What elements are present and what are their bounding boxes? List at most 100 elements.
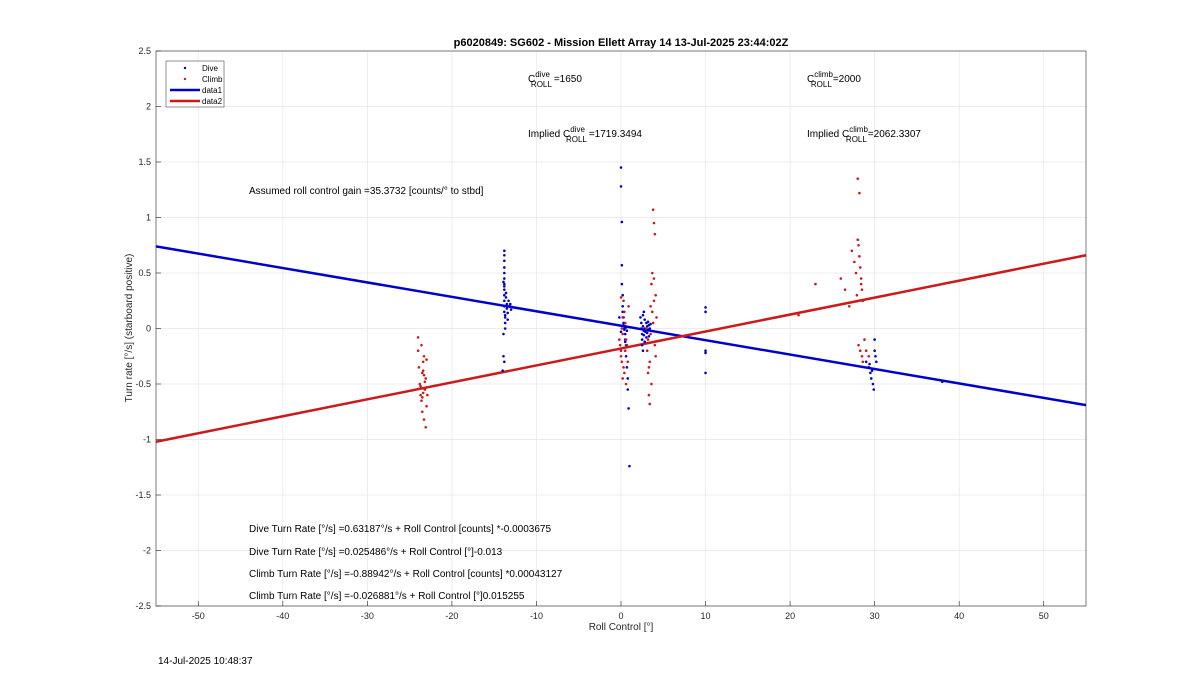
point-dive [870,369,874,372]
point-dive [642,310,646,314]
point-climb [626,360,630,364]
point-dive [625,366,629,369]
y-tick-label: -2.5 [135,601,151,611]
point-climb [624,338,628,341]
implied-climb-value: =2062.3307 [868,129,922,140]
point-dive [503,316,507,319]
point-dive [503,249,506,253]
point-climb [654,293,657,297]
implied-dive-value: =1719.3494 [589,129,643,140]
point-climb [856,177,860,180]
point-climb [855,293,859,297]
point-climb [619,354,623,358]
point-dive [704,306,707,309]
point-dive [645,336,648,339]
point-dive [641,349,645,353]
x-tick-label: 50 [1039,611,1049,621]
point-climb [647,366,651,369]
point-climb [421,410,424,414]
point-climb [843,288,847,291]
legend-dive-label: Dive [202,64,219,73]
y-tick-label: 0.5 [138,268,151,278]
point-dive [504,291,508,295]
point-climb [649,305,652,308]
legend: Dive Climb data1 data2 [165,60,225,108]
point-climb [652,221,656,225]
point-climb [417,366,421,369]
point-dive [648,327,652,330]
point-climb [627,305,630,308]
point-climb [421,391,425,395]
fit-lines [155,245,1087,443]
point-climb [623,349,627,353]
y-tick-label: -0.5 [135,379,151,389]
implied-c-roll-climb-annotation: Implied Cclimb ROLL=2062.3307 [807,125,921,144]
point-climb [618,343,622,347]
point-dive [626,377,630,380]
point-climb [651,321,655,325]
point-climb [420,399,423,402]
fit-line-data1 [155,245,1087,407]
point-dive [864,360,868,364]
point-climb [623,310,626,314]
x-tick-label: -50 [192,611,205,621]
point-dive [503,259,506,263]
point-climb [422,418,426,421]
c-dive-value: =1650 [554,74,583,85]
point-dive [643,318,646,321]
point-dive [505,307,509,310]
point-dive [627,407,630,410]
point-climb [853,260,856,264]
point-dive [623,332,627,336]
point-climb [861,360,865,364]
point-climb [861,299,865,303]
c-roll-climb-annotation: Cclimb ROLL=2000 [807,70,861,89]
point-dive [874,354,877,358]
point-dive [508,302,512,306]
point-climb [856,238,860,241]
point-dive [940,380,944,384]
point-climb [424,425,428,429]
point-dive [869,377,873,380]
legend-data1-label: data1 [202,86,223,95]
legend-box [165,60,225,108]
point-dive [643,340,646,344]
equation-dive-degrees: Dive Turn Rate [°/s] =0.025486°/s + Roll… [249,547,503,558]
point-dive [619,185,623,188]
point-climb [847,305,851,308]
point-climb [650,282,653,286]
y-tick-label: -2 [143,546,151,556]
scatter-points [416,166,944,468]
point-dive [620,282,624,286]
y-tick-label: 2.5 [138,46,151,56]
point-dive [704,351,707,355]
point-dive [622,323,625,327]
print-timestamp: 14-Jul-2025 10:48:37 [158,656,253,667]
point-dive [704,349,707,353]
point-climb [651,208,655,212]
point-climb [423,388,427,391]
point-dive [872,388,876,391]
point-climb [858,191,861,195]
y-axis-ticks: -2.5 -2 -1.5 -1 -0.5 0 0.5 1 1.5 2 2.5 [135,46,161,611]
point-dive [506,318,510,321]
point-dive [503,293,506,297]
point-climb [646,371,650,375]
point-dive [620,263,624,267]
point-dive [502,280,505,284]
point-climb [622,299,625,303]
y-tick-label: 1 [146,213,151,223]
point-dive [867,366,871,369]
point-climb [424,377,428,380]
c-climb-sub: ROLL [811,80,832,89]
point-climb [622,366,625,369]
point-climb [621,377,624,380]
point-dive [645,331,649,335]
y-tick-label: 0 [146,324,151,334]
point-dive [640,338,644,341]
point-climb [858,255,861,258]
x-tick-label: 10 [701,611,711,621]
point-climb [652,277,656,280]
point-dive [504,296,508,299]
point-dive [503,288,506,291]
